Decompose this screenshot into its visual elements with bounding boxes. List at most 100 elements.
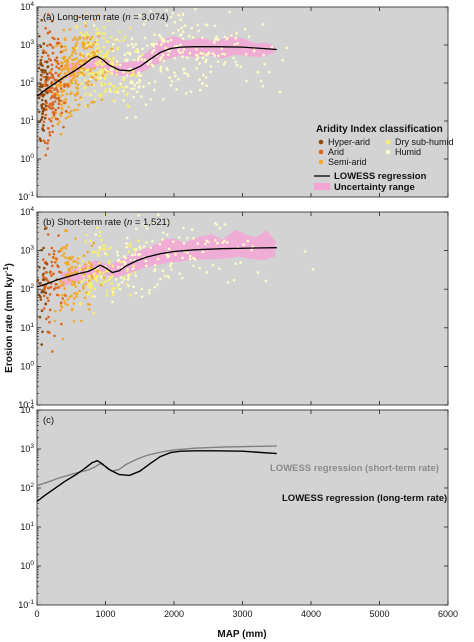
data-point [67,115,70,119]
legend-marker-arid [318,149,324,155]
data-point [201,36,204,40]
data-point [76,261,80,265]
data-point [54,108,57,112]
data-point [50,260,54,264]
data-point [145,227,149,230]
data-point [155,42,158,46]
data-point [58,120,61,123]
data-point [216,60,220,63]
data-point [91,54,95,58]
data-point [88,69,92,73]
data-point [111,60,114,64]
data-point [86,41,90,44]
data-point [66,66,69,70]
data-point [134,115,137,119]
data-point [61,297,64,300]
data-point [134,49,138,53]
y-tick-label: 102 [20,482,34,493]
data-point [80,73,83,77]
data-point [84,24,87,28]
data-point [46,147,50,150]
legend-uncertainty-swatch [314,183,330,190]
data-point [166,233,169,237]
data-point [83,86,86,90]
data-point [90,295,94,298]
data-point [45,317,48,321]
data-point [82,67,86,70]
data-point [74,237,77,240]
data-point [137,71,141,74]
data-point [120,85,123,88]
legend-uncertainty-label: Uncertainty range [334,182,415,193]
data-point [43,84,47,87]
data-point [41,330,44,334]
data-point [93,250,96,253]
data-point [38,137,42,140]
data-point [132,264,135,268]
data-point [168,50,171,53]
panel-a-label: (a) Long-term rate (n = 3,074) [43,12,168,23]
data-point [74,79,77,82]
data-point [115,69,119,73]
data-point [142,85,145,88]
data-point [211,52,215,55]
data-point [205,84,208,87]
data-point [250,248,253,252]
data-point [79,31,82,35]
data-point [67,278,71,282]
data-point [278,90,282,94]
data-point [205,24,209,27]
data-point [149,9,152,13]
data-point [88,45,91,49]
data-point [213,24,217,28]
data-point [59,301,63,305]
data-point [123,53,127,56]
data-point [162,98,165,101]
data-point [66,260,70,264]
data-point [169,15,173,19]
data-point [48,133,52,137]
data-point [40,343,43,346]
data-point [159,57,162,60]
legend-lowess-label: LOWESS regression [334,171,427,182]
data-point [123,86,126,90]
data-point [211,263,215,267]
data-point [63,101,66,105]
data-point [51,94,54,98]
data-point [234,36,237,40]
data-point [129,294,132,297]
data-point [59,303,63,307]
data-point [45,72,49,76]
data-point [104,88,107,91]
data-point [110,47,114,51]
data-point [65,243,69,247]
data-point [44,70,47,74]
data-point [214,38,217,41]
data-point [83,59,86,62]
data-point [63,302,67,305]
lowess-lines [36,46,277,503]
data-point [83,21,87,25]
data-point [195,53,198,57]
data-point [86,104,90,107]
data-point [113,38,117,42]
data-point [62,49,65,53]
data-point [119,261,122,264]
data-point [79,53,83,57]
data-point [201,56,205,60]
data-point [196,56,200,59]
data-point [40,116,44,119]
data-point [81,71,84,75]
data-point [134,274,138,278]
data-point [45,262,48,266]
data-point [63,45,67,48]
data-point [64,109,68,113]
data-point [153,80,157,83]
data-point [103,90,107,94]
data-point [46,286,50,290]
data-point [57,102,61,106]
data-point [76,292,79,295]
data-point [161,238,164,241]
data-point [45,107,48,111]
data-point [44,99,47,103]
